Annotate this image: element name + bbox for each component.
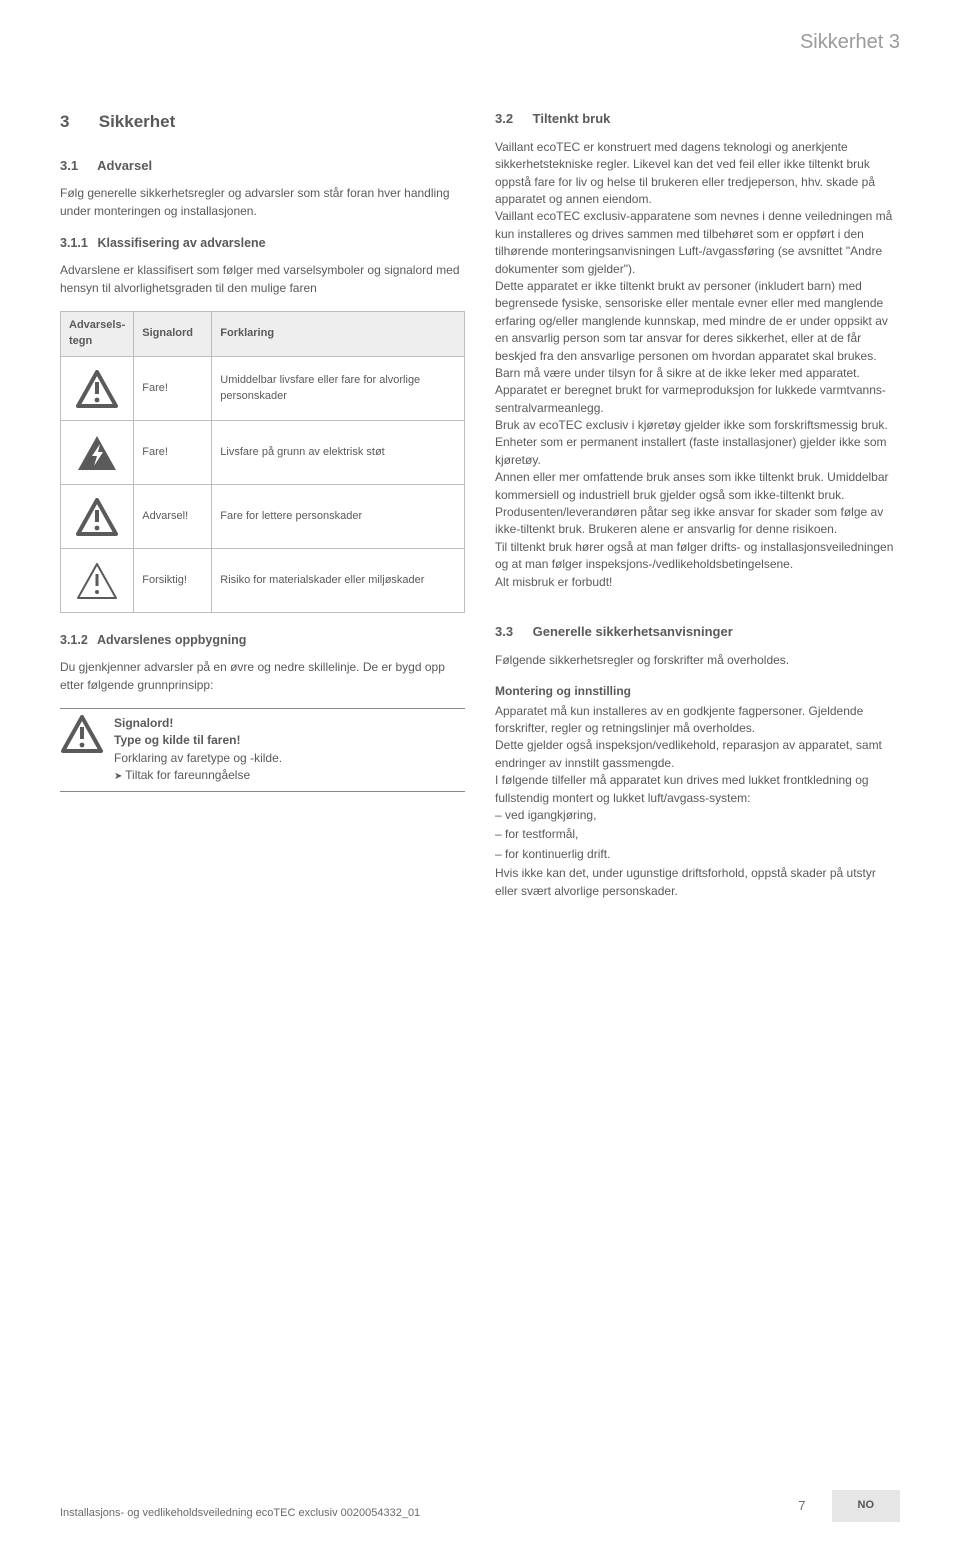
warn-desc: Umiddelbar livsfare eller fare for alvor… bbox=[212, 357, 465, 421]
sec312-para1: Du gjenkjenner advarsler på en øvre og n… bbox=[60, 659, 465, 694]
left-column: 3 Sikkerhet 3.1 Advarsel Følg generelle … bbox=[60, 110, 465, 914]
heading-sec3: 3 Sikkerhet bbox=[60, 110, 465, 135]
heading-sec312-num: 3.1.2 bbox=[60, 631, 94, 649]
page-footer: Installasjons- og vedlikeholdsveiledning… bbox=[60, 1490, 900, 1522]
sec311-para1: Advarslene er klassifisert som følger me… bbox=[60, 262, 465, 297]
heading-sec312-title: Advarslenes oppbygning bbox=[97, 633, 246, 647]
signal-word: Forsiktig! bbox=[134, 549, 212, 613]
warn-desc: Livsfare på grunn av elektrisk støt bbox=[212, 421, 465, 485]
sec32-p2: Vaillant ecoTEC exclusiv-apparatene som … bbox=[495, 208, 900, 278]
warn-icon-cell bbox=[61, 485, 134, 549]
heading-sec31: 3.1 Advarsel bbox=[60, 157, 465, 176]
col-header-signal: Signalord bbox=[134, 312, 212, 357]
heading-sec32-title: Tiltenkt bruk bbox=[533, 111, 611, 126]
sec32-p7: Annen eller mer omfattende bruk anses so… bbox=[495, 469, 900, 539]
heading-sec33: 3.3 Generelle sikkerhetsanvisninger bbox=[495, 623, 900, 642]
page-number: 7 bbox=[798, 1497, 805, 1516]
signal-word: Advarsel! bbox=[134, 485, 212, 549]
warn-desc: Fare for lettere personskader bbox=[212, 485, 465, 549]
callout-line3: Forklaring av faretype og -kilde. bbox=[114, 750, 465, 767]
callout-text: Signalord! Type og kilde til faren! Fork… bbox=[114, 715, 465, 785]
list-item: ved igangkjøring, bbox=[495, 807, 900, 824]
table-header-row: Advarsels-tegn Signalord Forklaring bbox=[61, 312, 465, 357]
heading-sec3-title: Sikkerhet bbox=[99, 112, 176, 131]
table-row: Fare! Umiddelbar livsfare eller fare for… bbox=[61, 357, 465, 421]
triangle-exclaim-icon bbox=[76, 498, 118, 536]
sec33-p1: Følgende sikkerhetsregler og forskrifter… bbox=[495, 652, 900, 669]
triangle-exclaim-outline-icon bbox=[76, 562, 118, 600]
sec32-p8: Til tiltenkt bruk hører også at man følg… bbox=[495, 539, 900, 574]
two-column-layout: 3 Sikkerhet 3.1 Advarsel Følg generelle … bbox=[60, 110, 900, 914]
signal-word: Fare! bbox=[134, 357, 212, 421]
heading-sec311: 3.1.1 Klassifisering av advarslene bbox=[60, 234, 465, 252]
triangle-exclaim-icon bbox=[76, 370, 118, 408]
warn-icon-cell bbox=[61, 421, 134, 485]
triangle-bolt-icon bbox=[76, 434, 118, 472]
heading-sec32: 3.2 Tiltenkt bruk bbox=[495, 110, 900, 129]
list-item: for kontinuerlig drift. bbox=[495, 846, 900, 863]
table-row: Fare! Livsfare på grunn av elektrisk stø… bbox=[61, 421, 465, 485]
col-header-desc: Forklaring bbox=[212, 312, 465, 357]
sec33-p2: Apparatet må kun installeres av en godkj… bbox=[495, 703, 900, 738]
col-header-sign: Advarsels-tegn bbox=[61, 312, 134, 357]
sec32-p9: Alt misbruk er forbudt! bbox=[495, 574, 900, 591]
right-column: 3.2 Tiltenkt bruk Vaillant ecoTEC er kon… bbox=[495, 110, 900, 914]
triangle-exclaim-icon bbox=[61, 715, 103, 753]
sec33-p4: I følgende tilfeller må apparatet kun dr… bbox=[495, 772, 900, 807]
heading-sec311-title: Klassifisering av advarslene bbox=[97, 236, 265, 250]
running-header: Sikkerhet 3 bbox=[800, 28, 900, 57]
sec32-p1: Vaillant ecoTEC er konstruert med dagens… bbox=[495, 139, 900, 209]
list-item: for testformål, bbox=[495, 826, 900, 843]
callout-line2: Type og kilde til faren! bbox=[114, 732, 465, 749]
warning-table: Advarsels-tegn Signalord Forklaring Fare… bbox=[60, 311, 465, 613]
warning-callout: Signalord! Type og kilde til faren! Fork… bbox=[60, 708, 465, 792]
sec33-p3: Dette gjelder også inspeksjon/vedlikehol… bbox=[495, 737, 900, 772]
heading-sec31-num: 3.1 bbox=[60, 157, 94, 176]
language-tag: NO bbox=[832, 1490, 901, 1522]
table-row: Advarsel! Fare for lettere personskader bbox=[61, 485, 465, 549]
sec33-list: ved igangkjøring, for testformål, for ko… bbox=[495, 807, 900, 863]
heading-sec33-title: Generelle sikkerhetsanvisninger bbox=[533, 624, 733, 639]
signal-word: Fare! bbox=[134, 421, 212, 485]
warn-desc: Risiko for materialskader eller miljøska… bbox=[212, 549, 465, 613]
heading-sec311-num: 3.1.1 bbox=[60, 234, 94, 252]
sec32-p4: Barn må være under tilsyn for å sikre at… bbox=[495, 365, 900, 382]
heading-sec312: 3.1.2 Advarslenes oppbygning bbox=[60, 631, 465, 649]
sec32-p3: Dette apparatet er ikke tiltenkt brukt a… bbox=[495, 278, 900, 365]
heading-sec31-title: Advarsel bbox=[97, 158, 152, 173]
warn-icon-cell bbox=[61, 357, 134, 421]
heading-sec32-num: 3.2 bbox=[495, 110, 529, 129]
callout-signal: Signalord! bbox=[114, 715, 465, 732]
callout-bullet: Tiltak for fareunngåelse bbox=[114, 767, 465, 785]
heading-sec33-num: 3.3 bbox=[495, 623, 529, 642]
sec32-p6: Bruk av ecoTEC exclusiv i kjøretøy gjeld… bbox=[495, 417, 900, 469]
sec33-subhead: Montering og innstilling bbox=[495, 683, 900, 700]
heading-sec3-num: 3 bbox=[60, 110, 94, 135]
sec32-p5: Apparatet er beregnet brukt for varmepro… bbox=[495, 382, 900, 417]
footer-doc-title: Installasjons- og vedlikeholdsveiledning… bbox=[60, 1506, 420, 1522]
table-row: Forsiktig! Risiko for materialskader ell… bbox=[61, 549, 465, 613]
warn-icon-cell bbox=[61, 549, 134, 613]
callout-icon-wrap bbox=[60, 715, 104, 753]
sec31-para1: Følg generelle sikkerhetsregler og advar… bbox=[60, 185, 465, 220]
sec33-p5: Hvis ikke kan det, under ugunstige drift… bbox=[495, 865, 900, 900]
footer-right: 7 NO bbox=[798, 1490, 900, 1522]
